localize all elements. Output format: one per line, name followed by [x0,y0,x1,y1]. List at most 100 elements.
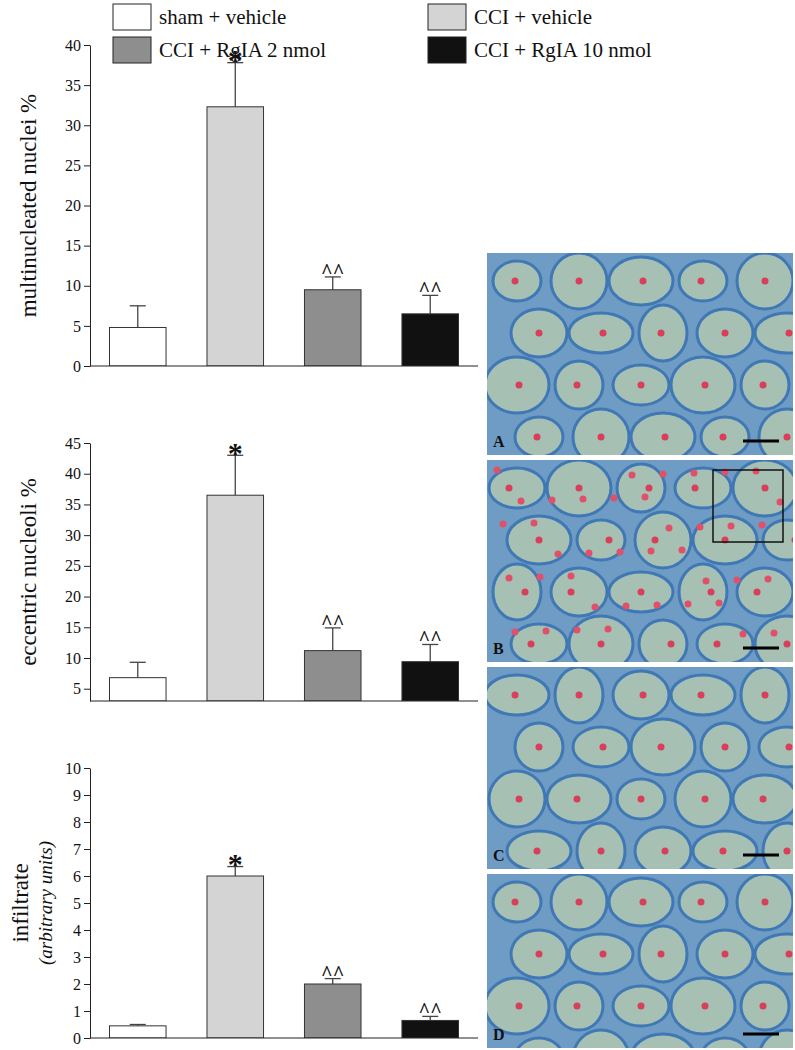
tick-mark [84,125,90,126]
nucleolus [762,692,769,699]
x-axis-line [90,1038,478,1039]
infiltrate-cell [697,524,704,531]
nucleolus [516,1003,523,1010]
infiltrate-cell [500,521,507,528]
tick-label: 5 [73,680,81,697]
inset-box [713,470,783,542]
tick: 25 [65,557,90,574]
tick-label: 5 [73,895,81,912]
tick-mark [84,795,90,796]
panel-label: D [493,1026,505,1043]
cell [679,261,727,301]
cell [617,779,665,819]
nucleolus [786,744,793,751]
cell [759,409,793,455]
nucleolus [702,382,709,389]
cell [763,520,793,560]
nucleolus [506,485,513,492]
nucleolus [536,330,543,337]
significance-mark: * [228,436,243,469]
tick-mark [84,566,90,567]
cell [613,671,669,719]
bar [109,1026,166,1038]
tick-label: 40 [65,465,81,482]
tick-label: 0 [73,358,81,375]
nucleolus [786,330,793,337]
tick-mark [84,930,90,931]
bar [402,662,459,701]
cell [737,253,793,309]
error-cap [130,305,146,306]
significance-mark: ^^ [419,627,442,649]
tick-mark [84,504,90,505]
cell [555,667,603,723]
nucleolus [512,899,519,906]
bar [109,327,166,366]
panel-label: B [493,640,504,657]
significance-mark: ^^ [419,999,442,1021]
nucleolus [698,692,705,699]
tick-mark [84,957,90,958]
bar [207,495,264,701]
nucleolus [784,434,791,441]
micrograph-panel: D [485,874,795,1050]
tick-label: 30 [65,527,81,544]
tick: 20 [65,588,90,605]
tick: 15 [65,237,90,254]
micrograph-panel: B [487,460,795,672]
tick-mark [84,822,90,823]
tick: 2 [73,976,90,993]
cell [573,409,629,455]
cell [555,982,603,1030]
cell [697,624,753,662]
cell [547,775,611,823]
legend-swatch [428,4,466,30]
significance-mark: * [228,847,243,880]
infiltrate-cell [574,627,581,634]
tick-label: 8 [73,814,81,831]
tick-mark [84,206,90,207]
cell [741,667,789,723]
x-axis-line [90,366,478,367]
nucleolus [692,485,699,492]
tick-label: 45 [65,435,81,452]
cell [613,986,669,1026]
nucleolus [760,382,767,389]
tick: 10 [65,650,90,667]
cell [737,874,793,930]
nucleolus [762,899,769,906]
nucleolus [534,848,541,855]
infiltrate-cell [771,630,778,637]
tick-mark [84,1038,90,1039]
tick-mark [84,849,90,850]
cell [577,520,625,560]
tick: 35 [65,496,90,513]
infiltrate-cell [592,604,599,611]
cell [569,934,633,974]
cell [507,516,571,564]
nucleolus [646,485,653,492]
infiltrate-cell [679,547,686,554]
tick-mark [84,768,90,769]
cell [573,1030,629,1048]
cell [733,460,793,516]
tick: 8 [73,814,90,831]
panel-label: A [493,433,505,450]
cell [679,882,727,922]
cell [635,827,691,869]
nucleolus [576,278,583,285]
bar [402,1020,459,1038]
tick-mark [84,535,90,536]
cell [487,357,549,413]
tick-label: 15 [65,237,81,254]
nucleolus [600,744,607,751]
nucleolus [668,641,675,648]
nucleolus [528,641,535,648]
tick: 15 [65,619,90,636]
tick-mark [84,876,90,877]
infiltrate-cell [518,498,525,505]
cell [671,978,735,1034]
cell [701,1038,749,1048]
cell [489,468,545,508]
tick: 20 [65,197,90,214]
